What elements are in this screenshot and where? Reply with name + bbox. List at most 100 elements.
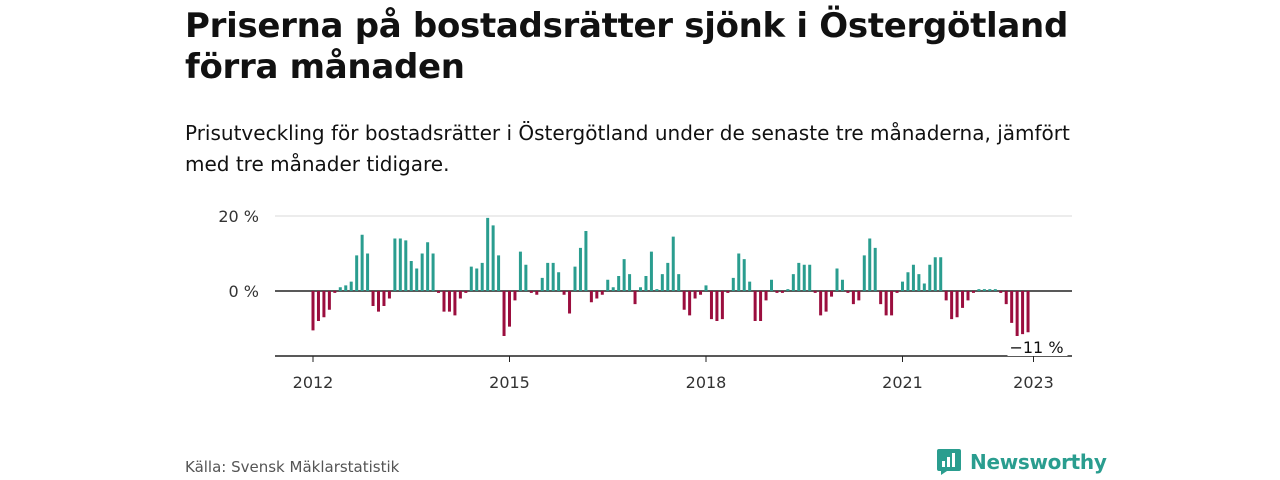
- bars: [311, 217, 1030, 336]
- bar: [791, 274, 795, 292]
- bar: [551, 262, 555, 292]
- bar: [639, 287, 642, 291]
- bar: [1026, 291, 1030, 333]
- x-tick-label: 2021: [882, 373, 923, 392]
- bar: [557, 272, 561, 291]
- annotation-label: −11 %: [1009, 338, 1063, 357]
- bar: [338, 287, 342, 291]
- bar: [486, 217, 490, 292]
- bar: [475, 268, 479, 291]
- bar: [387, 291, 391, 299]
- bar: [437, 291, 441, 293]
- x-tick-label: 2018: [686, 373, 727, 392]
- bar: [753, 291, 757, 321]
- bar: [928, 264, 932, 291]
- bar: [977, 289, 981, 292]
- bar: [327, 291, 331, 310]
- bar: [901, 281, 904, 292]
- bar: [398, 238, 402, 291]
- bar: [371, 291, 375, 306]
- bar: [824, 291, 828, 312]
- bar: [720, 291, 724, 320]
- bar: [355, 255, 359, 292]
- bar: [360, 234, 364, 291]
- bar: [846, 291, 850, 293]
- bar: [589, 291, 593, 303]
- bar: [699, 291, 703, 295]
- newsworthy-icon: [937, 449, 961, 475]
- bar: [770, 279, 773, 291]
- bar: [611, 287, 615, 291]
- bar: [955, 291, 959, 318]
- bar: [851, 291, 855, 305]
- bar: [797, 262, 801, 292]
- bar: [688, 291, 692, 316]
- bar: [808, 264, 812, 291]
- bar: [819, 291, 823, 316]
- bar: [939, 257, 943, 291]
- y-tick-label: 0 %: [229, 282, 259, 301]
- x-tick-label: 2023: [1013, 373, 1054, 392]
- bar: [709, 291, 713, 320]
- bar: [742, 259, 746, 292]
- bar: [311, 291, 315, 331]
- bar: [759, 291, 763, 321]
- bar: [600, 291, 604, 295]
- bar: [1015, 291, 1019, 336]
- bar: [677, 274, 681, 292]
- bar: [404, 240, 408, 292]
- bar: [578, 247, 582, 292]
- bar: [917, 274, 921, 292]
- bar: [469, 266, 473, 292]
- bar: [840, 279, 844, 291]
- bar: [666, 262, 670, 292]
- bar: [584, 231, 588, 291]
- bar: [966, 291, 970, 301]
- bar: [628, 274, 632, 292]
- bar: [715, 291, 719, 321]
- bar: [568, 291, 572, 314]
- bar: [595, 291, 599, 299]
- bar: [426, 242, 430, 291]
- bar: [922, 283, 926, 291]
- bar: [316, 291, 320, 321]
- newsworthy-logo[interactable]: Newsworthy: [936, 448, 1107, 476]
- bar: [540, 277, 544, 292]
- bar: [726, 291, 730, 293]
- bar: [862, 255, 866, 292]
- bar: [737, 253, 741, 291]
- bar: [546, 262, 550, 292]
- bar: [879, 291, 883, 305]
- bar: [944, 291, 948, 301]
- bar: [764, 291, 768, 301]
- bar: [884, 291, 888, 316]
- bar: [529, 291, 533, 293]
- bar: [830, 291, 834, 297]
- bar: [573, 266, 577, 292]
- bar: [415, 268, 419, 291]
- bar: [961, 291, 965, 308]
- bar: [857, 291, 861, 301]
- bar: [333, 291, 337, 293]
- bar: [988, 289, 992, 292]
- bar: [660, 274, 664, 292]
- bar: [780, 291, 784, 293]
- tick-labels: 20 % 0 % 2012 2015 2018 2021 2023 −11 %: [218, 207, 1068, 392]
- bar: [464, 291, 468, 293]
- bar: [1004, 291, 1008, 305]
- axes: [275, 355, 1072, 362]
- bar: [322, 291, 326, 318]
- bar: [409, 261, 413, 291]
- bar: [999, 291, 1003, 293]
- bar: [458, 291, 462, 299]
- bar: [502, 291, 506, 336]
- bar: [682, 291, 686, 310]
- bar: [447, 291, 451, 312]
- bar: [835, 268, 839, 291]
- bar: [513, 291, 517, 301]
- bar: [622, 259, 626, 292]
- bar: [993, 289, 997, 292]
- bar: [633, 291, 637, 305]
- bar: [518, 251, 522, 292]
